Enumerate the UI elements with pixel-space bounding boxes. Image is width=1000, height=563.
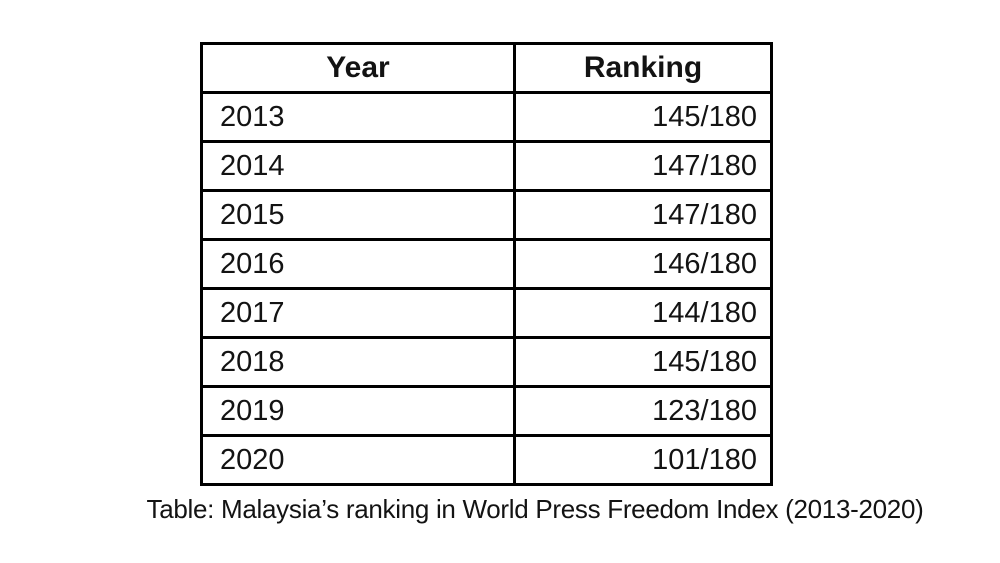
table-row: 2015 147/180: [200, 189, 773, 241]
column-header-ranking: Ranking: [513, 42, 773, 94]
table-caption: Table: Malaysia’s ranking in World Press…: [146, 494, 924, 524]
table-row: 2013 145/180: [200, 91, 773, 143]
table-row: 2018 145/180: [200, 336, 773, 388]
table-row: 2019 123/180: [200, 385, 773, 437]
year-cell: 2018: [200, 336, 516, 388]
table-row: 2017 144/180: [200, 287, 773, 339]
table-header-row: Year Ranking: [200, 42, 773, 94]
table-row: 2016 146/180: [200, 238, 773, 290]
year-cell: 2015: [200, 189, 516, 241]
ranking-cell: 145/180: [513, 91, 773, 143]
table-row: 2020 101/180: [200, 434, 773, 486]
ranking-cell: 146/180: [513, 238, 773, 290]
ranking-cell: 145/180: [513, 336, 773, 388]
ranking-cell: 101/180: [513, 434, 773, 486]
year-cell: 2017: [200, 287, 516, 339]
table-row: 2014 147/180: [200, 140, 773, 192]
year-cell: 2020: [200, 434, 516, 486]
press-freedom-ranking-table: Year Ranking 2013 145/180 2014 147/180 2…: [200, 42, 773, 486]
column-header-year: Year: [200, 42, 516, 94]
ranking-cell: 147/180: [513, 189, 773, 241]
ranking-cell: 147/180: [513, 140, 773, 192]
year-cell: 2014: [200, 140, 516, 192]
ranking-cell: 144/180: [513, 287, 773, 339]
year-cell: 2013: [200, 91, 516, 143]
ranking-cell: 123/180: [513, 385, 773, 437]
year-cell: 2019: [200, 385, 516, 437]
year-cell: 2016: [200, 238, 516, 290]
